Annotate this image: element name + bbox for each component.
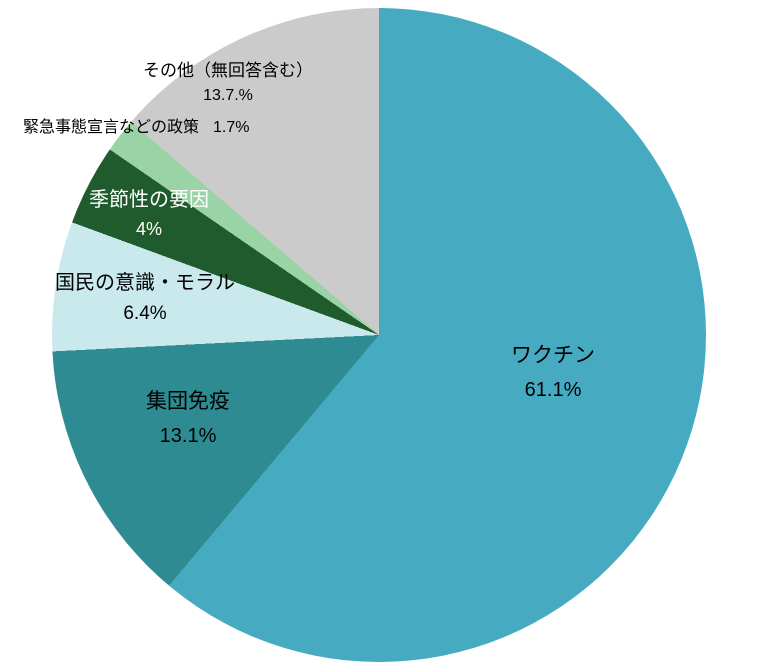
slice-label-other: その他（無回答含む） 13.7.%	[143, 58, 313, 108]
slice-name: ワクチン	[511, 344, 595, 367]
slice-name: 国民の意識・モラル	[55, 272, 235, 294]
slice-value: 61.1%	[524, 379, 582, 401]
slice-name: 季節性の要因	[89, 189, 209, 211]
slice-value: 13.7.%	[203, 87, 253, 104]
slice-value: 6.4%	[123, 303, 167, 324]
slice-value: 1.7%	[213, 119, 250, 136]
slice-label-public-morals: 国民の意識・モラル 6.4%	[55, 268, 235, 330]
pie-graphic	[52, 8, 706, 662]
slice-label-vaccine: ワクチン 61.1%	[511, 340, 595, 408]
slice-name: 集団免疫	[146, 390, 230, 413]
slice-label-seasonal-factors: 季節性の要因 4%	[89, 186, 209, 243]
slice-value: 4%	[135, 219, 162, 239]
slice-label-emergency-policy: 緊急事態宣言などの政策 1.7%	[23, 116, 249, 140]
slice-name: 緊急事態宣言などの政策	[23, 119, 200, 136]
slice-value: 13.1%	[159, 425, 217, 447]
slice-label-herd-immunity: 集団免疫 13.1%	[146, 386, 230, 454]
slice-name: その他（無回答含む）	[143, 61, 313, 80]
